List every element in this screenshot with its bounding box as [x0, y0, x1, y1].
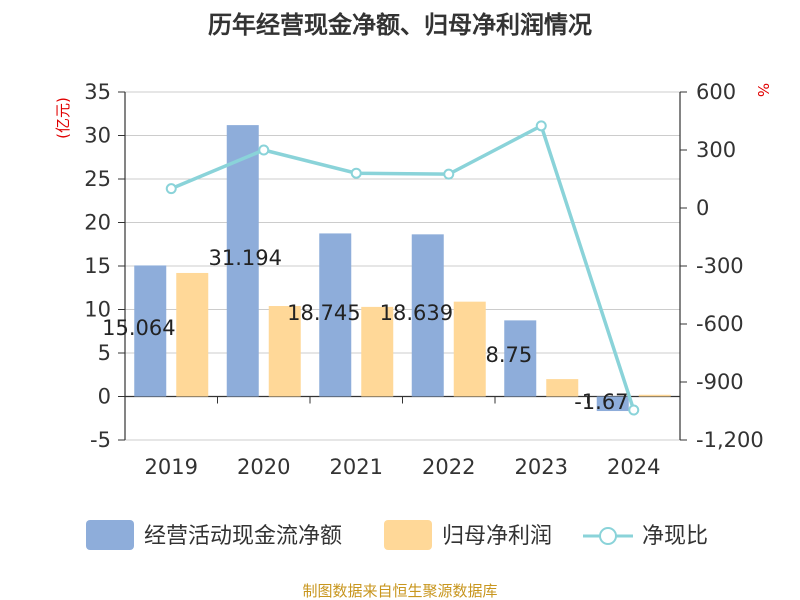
- ratio-point: [443, 168, 455, 180]
- x-tick-label: 2019: [145, 455, 198, 479]
- right-tick-label: -1,200: [696, 428, 764, 452]
- x-tick-label: 2023: [515, 455, 568, 479]
- right-tick-label: 0: [696, 196, 709, 220]
- legend-swatch-ratio-marker: [599, 527, 617, 545]
- bar-value-label: 15.064: [102, 316, 175, 340]
- bar-net-profit: [361, 306, 394, 397]
- bar-net-profit: [176, 272, 209, 397]
- left-tick-label: 30: [84, 124, 111, 148]
- left-axis-unit: (亿元): [54, 97, 72, 139]
- legend-label-ratio: 净现比: [642, 524, 708, 549]
- bar-net-profit: [268, 306, 301, 397]
- data-labels: 15.064 31.194 18.745 18.639 8.75 -1.67: [102, 246, 628, 414]
- bar-operating-cashflow: [134, 265, 167, 397]
- bar-value-label: 8.75: [485, 343, 532, 367]
- right-tick-label: -600: [696, 312, 744, 336]
- right-axis-unit: %: [754, 83, 772, 97]
- left-tick-label: 10: [84, 298, 111, 322]
- bar-net-profit: [638, 394, 671, 397]
- ratio-point: [350, 167, 362, 179]
- bar-series: [134, 125, 671, 412]
- left-tick-label: 5: [98, 341, 111, 365]
- right-tick-label: 600: [696, 80, 736, 104]
- legend-swatch-operating-cashflow: [86, 520, 134, 550]
- bar-value-label: 18.639: [380, 301, 453, 325]
- left-tick-label: 25: [84, 167, 111, 191]
- gridlines: [125, 91, 680, 441]
- bar-operating-cashflow: [596, 396, 629, 412]
- right-tick-label: -300: [696, 254, 744, 278]
- ratio-line-series: [165, 120, 640, 416]
- legend[interactable]: 经营活动现金流净额 归母净利润 净现比: [86, 520, 708, 550]
- bar-operating-cashflow: [226, 125, 259, 397]
- ratio-line: [170, 123, 636, 411]
- axes: -5 0 5 10 15 20 25 30 35 600 300 0 -300 -600 -900 -1,20…: [84, 80, 763, 479]
- bar-operating-cashflow: [411, 234, 444, 397]
- left-tick-label: 20: [84, 211, 111, 235]
- right-tick-label: 300: [696, 138, 736, 162]
- x-tick-label: 2022: [422, 455, 475, 479]
- bar-operating-cashflow: [504, 320, 537, 397]
- bar-value-label: 31.194: [209, 246, 282, 270]
- ratio-point: [258, 144, 270, 156]
- chart-title: 历年经营现金净额、归母净利润情况: [208, 11, 592, 39]
- legend-swatch-net-profit: [384, 520, 432, 550]
- left-tick-label: 15: [84, 254, 111, 278]
- legend-label-net-profit: 归母净利润: [442, 524, 552, 549]
- bar-net-profit: [453, 301, 486, 397]
- bar-net-profit: [546, 379, 579, 397]
- legend-label-operating-cashflow: 经营活动现金流净额: [144, 524, 342, 549]
- bar-value-label: 18.745: [287, 301, 360, 325]
- right-tick-label: -900: [696, 370, 744, 394]
- left-tick-label: 0: [98, 385, 111, 409]
- ratio-point: [535, 120, 547, 132]
- bar-operating-cashflow: [319, 233, 352, 397]
- left-tick-label: 35: [84, 80, 111, 104]
- ratio-point: [628, 404, 640, 416]
- x-tick-label: 2021: [330, 455, 383, 479]
- ratio-point: [165, 183, 177, 195]
- x-tick-label: 2020: [237, 455, 290, 479]
- x-tick-label: 2024: [607, 455, 660, 479]
- left-tick-label: -5: [90, 428, 111, 452]
- source-note: 制图数据来自恒生聚源数据库: [302, 582, 497, 600]
- bar-value-label: -1.67: [574, 390, 628, 414]
